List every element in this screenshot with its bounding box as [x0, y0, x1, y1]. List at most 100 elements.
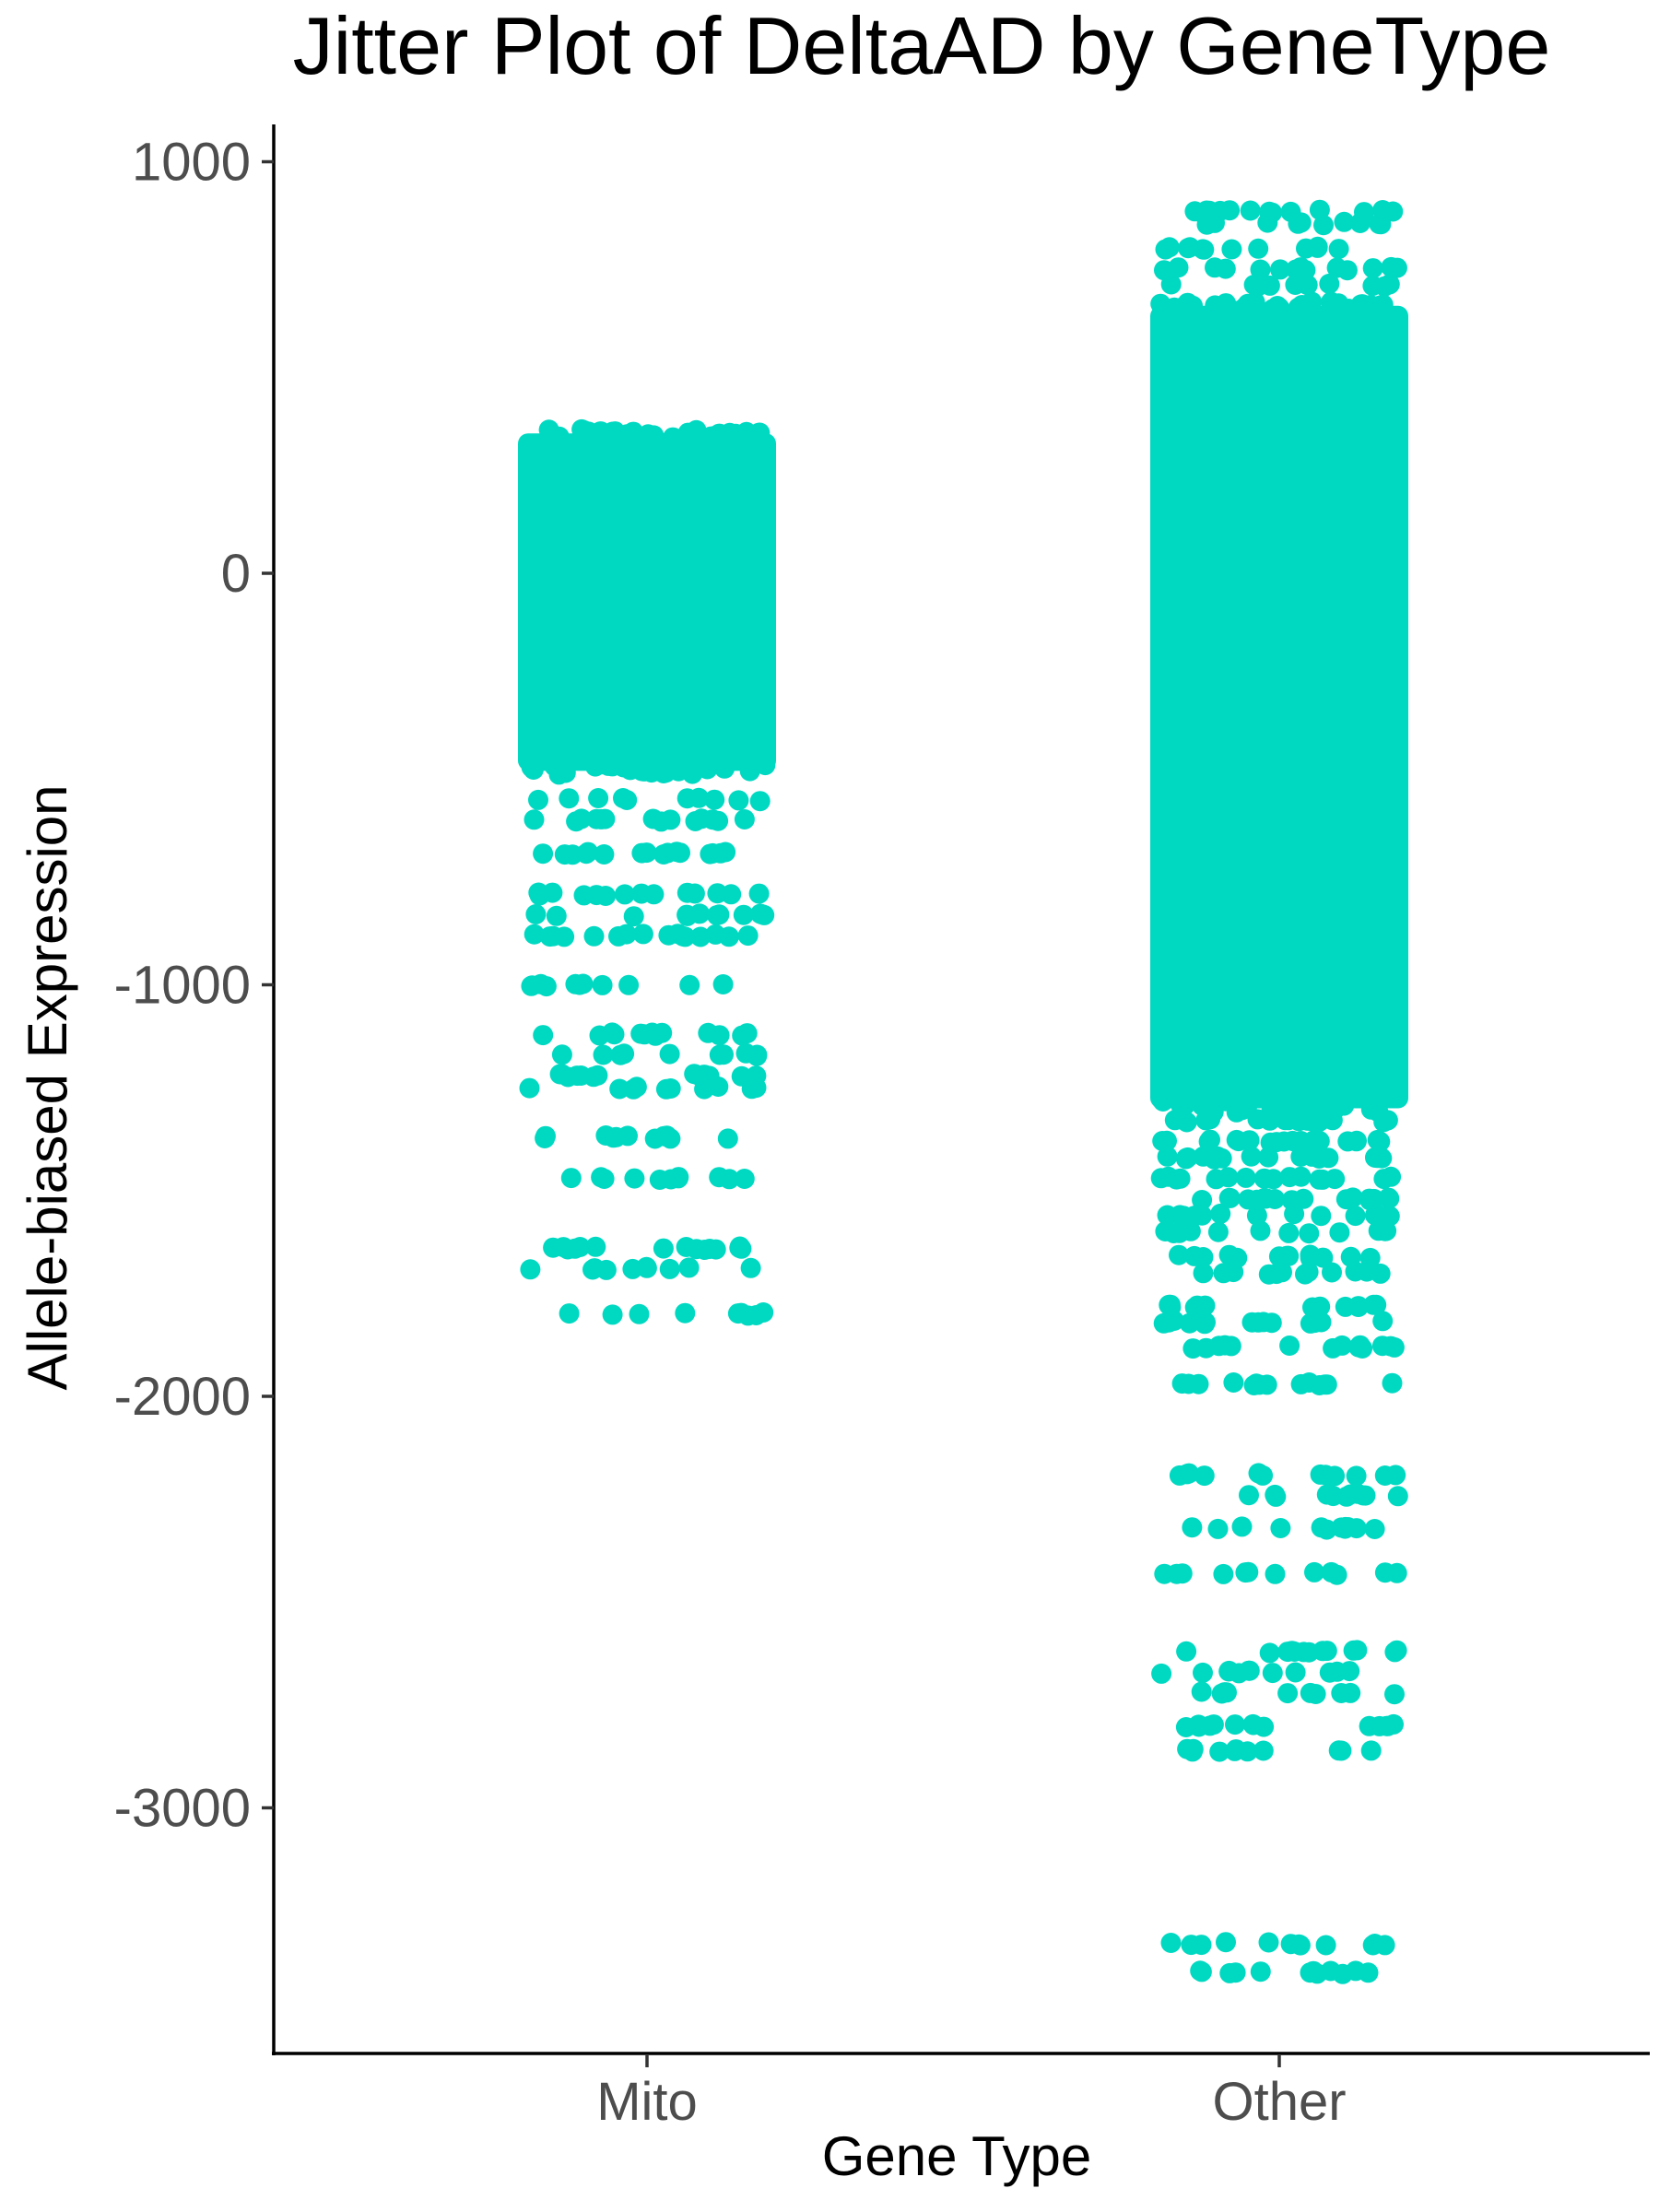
data-point [583, 925, 605, 947]
data-point [1194, 239, 1215, 260]
data-point [1193, 1146, 1214, 1167]
data-point [1346, 1465, 1367, 1487]
data-point [1176, 1464, 1197, 1485]
data-point [1228, 1131, 1249, 1152]
data-point [618, 1125, 638, 1147]
data-point [1183, 1206, 1205, 1227]
data-point [1150, 1168, 1171, 1189]
data-point [629, 1303, 650, 1324]
data-point [734, 1169, 755, 1189]
data-point [1160, 274, 1182, 295]
data-point [1350, 294, 1371, 315]
data-point [610, 1044, 631, 1065]
data-point [1171, 1563, 1193, 1584]
data-point [602, 1304, 623, 1325]
data-point [642, 808, 664, 830]
data-point [1299, 1641, 1320, 1663]
data-point [731, 1238, 752, 1259]
data-point [1302, 1297, 1323, 1318]
x-tick-label: Mito [596, 2072, 698, 2132]
data-point [1285, 1662, 1306, 1683]
data-point [1241, 1312, 1263, 1333]
data-point [1308, 1112, 1329, 1133]
data-point [585, 1236, 606, 1257]
data-point [706, 905, 727, 926]
data-point [524, 924, 545, 945]
data-point [1257, 212, 1278, 233]
data-point [1299, 1223, 1320, 1244]
data-point [1384, 1684, 1405, 1705]
data-point [1319, 1484, 1340, 1505]
y-tick-label: -3000 [114, 1779, 251, 1839]
data-point [1182, 1517, 1203, 1538]
data-point [1300, 1312, 1321, 1334]
data-point [613, 757, 634, 778]
data-point [1372, 294, 1394, 315]
data-point [636, 842, 657, 864]
data-point [618, 974, 640, 995]
data-point [1381, 1166, 1402, 1187]
data-point [519, 1077, 540, 1099]
x-axis-title: Gene Type [822, 2125, 1091, 2187]
data-point [1265, 1484, 1286, 1505]
data-point [1240, 200, 1261, 221]
data-point [1188, 1714, 1209, 1735]
data-point [675, 1302, 696, 1324]
data-point [714, 758, 735, 779]
data-point [1328, 239, 1349, 260]
data-point [654, 757, 676, 778]
data-point [548, 764, 570, 785]
data-point [1358, 1962, 1379, 1983]
data-point [712, 974, 734, 994]
data-point [632, 924, 653, 945]
data-point [1209, 1741, 1230, 1762]
data-point [1160, 1294, 1181, 1315]
data-point [749, 791, 771, 812]
data-point [578, 841, 599, 863]
data-point [1364, 1519, 1385, 1539]
data-point [1249, 1374, 1270, 1395]
data-point [1253, 1465, 1274, 1486]
data-point [657, 842, 678, 864]
data-point [734, 809, 755, 830]
data-point [1281, 1641, 1302, 1662]
data-point [649, 1170, 670, 1190]
data-point [1365, 1205, 1385, 1226]
data-point [595, 886, 617, 906]
data-point [546, 905, 567, 926]
data-point [594, 808, 616, 830]
data-point [1223, 1262, 1244, 1283]
data-point [1337, 1131, 1359, 1152]
data-point [1153, 1312, 1174, 1334]
data-point [525, 904, 547, 924]
data-point [713, 1044, 734, 1065]
data-point [1183, 1245, 1205, 1266]
data-point [1279, 1335, 1300, 1356]
data-point [1169, 1244, 1189, 1265]
data-point [1282, 1130, 1303, 1151]
data-point [594, 1169, 615, 1189]
data-point [1298, 1262, 1319, 1283]
data-point [728, 426, 749, 447]
data-point [736, 1023, 758, 1044]
data-point [747, 1045, 768, 1066]
data-point [1374, 1935, 1395, 1956]
data-point [1334, 211, 1355, 232]
data-point [643, 425, 665, 446]
data-point [592, 974, 613, 995]
data-point [1238, 1189, 1259, 1210]
series-other [1150, 199, 1408, 1984]
data-point [1386, 1640, 1407, 1661]
data-point [1166, 1169, 1187, 1190]
data-point [1155, 239, 1176, 260]
data-point [698, 1022, 719, 1043]
data-point [1314, 1374, 1335, 1395]
data-point [520, 1259, 541, 1280]
data-point [1347, 1640, 1368, 1661]
data-point [755, 755, 776, 776]
data-point [690, 926, 711, 947]
data-point [655, 1078, 677, 1100]
data-point [1190, 1960, 1211, 1982]
dense-points-mito [518, 433, 776, 771]
data-point [1336, 260, 1358, 281]
